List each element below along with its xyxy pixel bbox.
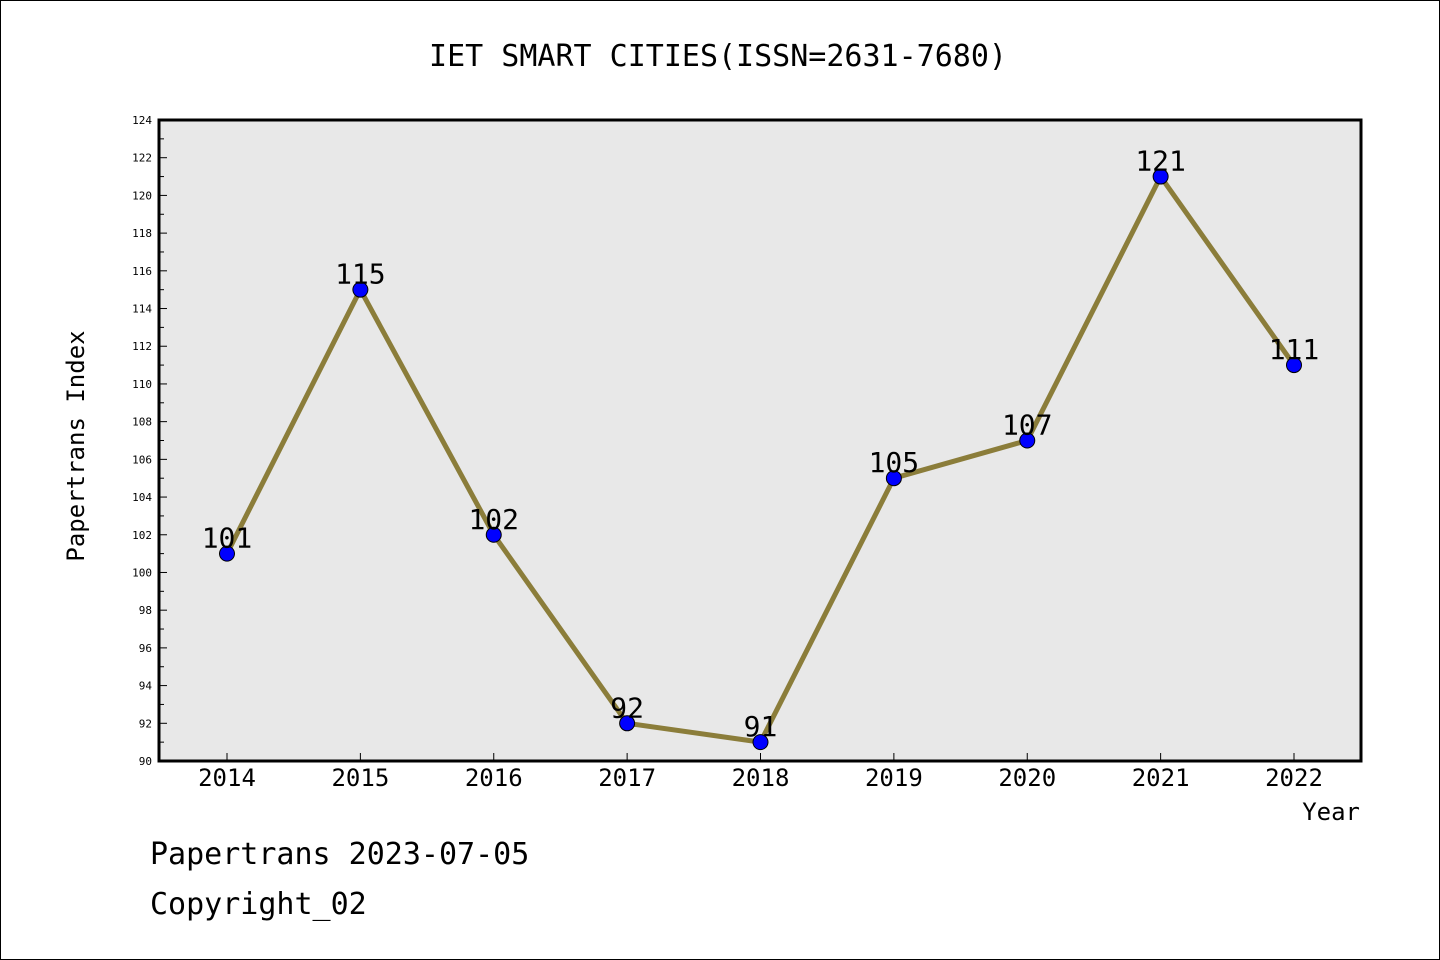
footer-copyright: Copyright_02 [150, 887, 367, 922]
x-tick-label-2020: 2020 [998, 764, 1056, 792]
x-axis: 2014 2015 2016 2017 2018 2019 2020 2021 2022 [198, 753, 1323, 792]
data-label-2016: 102 [468, 503, 519, 536]
y-tick-label-118: 118 [132, 227, 152, 240]
data-label-2018: 91 [744, 710, 778, 743]
data-point-2022 [1286, 357, 1302, 374]
y-tick-label-108: 108 [132, 416, 152, 429]
y-tick-label-112: 112 [132, 340, 152, 353]
y-tick-label-104: 104 [132, 491, 152, 504]
data-label-2019: 105 [869, 446, 920, 479]
x-tick-label-2014: 2014 [198, 764, 256, 792]
data-point-2021 [1152, 168, 1169, 185]
y-tick-label-94: 94 [139, 680, 153, 693]
data-point-2019 [885, 470, 902, 487]
y-tick-label-98: 98 [139, 604, 152, 617]
x-tick-label-2017: 2017 [598, 764, 656, 792]
y-tick-label-92: 92 [139, 717, 152, 730]
data-labels: 101 115 102 92 91 105 107 121 111 [202, 145, 1320, 744]
data-point-2018 [752, 734, 769, 751]
y-tick-label-106: 106 [132, 453, 152, 466]
data-label-2022: 111 [1269, 333, 1320, 366]
data-label-2015: 115 [335, 258, 386, 291]
x-tick-label-2022: 2022 [1265, 764, 1323, 792]
x-tick-label-2018: 2018 [732, 764, 790, 792]
y-tick-label-116: 116 [132, 265, 152, 278]
y-tick-label-96: 96 [139, 642, 152, 655]
data-label-2020: 107 [1002, 409, 1053, 442]
x-tick-label-2016: 2016 [465, 764, 523, 792]
y-axis-label: Papertrans Index [62, 330, 90, 561]
y-tick-label-102: 102 [132, 529, 152, 542]
x-tick-label-2021: 2021 [1132, 764, 1190, 792]
data-points [219, 168, 1302, 751]
data-label-2017: 92 [610, 691, 644, 724]
data-label-2014: 101 [202, 522, 253, 555]
y-tick-label-90: 90 [139, 755, 152, 768]
data-point-2017 [619, 715, 636, 732]
data-point-2014 [219, 545, 235, 562]
data-point-2016 [485, 526, 502, 543]
data-label-2021: 121 [1135, 145, 1186, 178]
x-tick-label-2019: 2019 [865, 764, 923, 792]
data-point-2020 [1019, 432, 1036, 449]
y-tick-label-120: 120 [132, 189, 152, 202]
plot-area [157, 118, 1363, 763]
x-tick-label-2015: 2015 [331, 764, 389, 792]
y-axis: 90 92 94 96 98 100 102 104 106 108 110 112 114 116 118… [132, 114, 167, 768]
chart-title: IET SMART CITIES(ISSN=2631-7680) [429, 39, 1007, 74]
y-tick-label-124: 124 [132, 114, 152, 127]
data-point-2015 [352, 281, 369, 298]
x-axis-label: Year [1302, 798, 1360, 826]
y-tick-label-110: 110 [132, 378, 152, 391]
y-tick-label-114: 114 [132, 303, 152, 316]
y-tick-label-100: 100 [132, 566, 152, 579]
footer-date: Papertrans 2023-07-05 [150, 837, 529, 872]
y-tick-label-122: 122 [132, 152, 152, 165]
